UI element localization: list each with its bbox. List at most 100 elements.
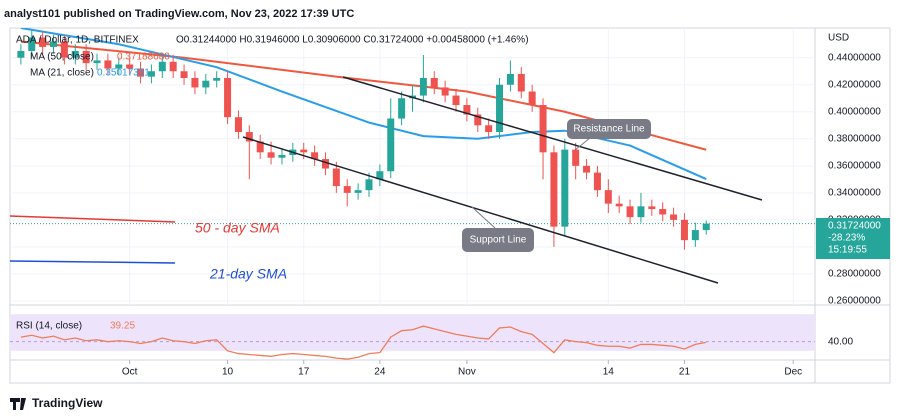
- candle-body: [17, 50, 25, 58]
- logo: [10, 398, 26, 410]
- candle-body: [506, 73, 514, 85]
- last-change: -28.23%: [828, 233, 865, 244]
- candle-body: [604, 190, 612, 204]
- x-tick-label: 10: [222, 367, 234, 378]
- sma50-key: [9, 215, 176, 223]
- candle-body: [267, 152, 275, 158]
- rsi-band: [10, 314, 815, 351]
- candle-body: [528, 91, 536, 106]
- candle-body: [680, 219, 688, 241]
- candle-body: [82, 50, 90, 64]
- candle-body: [71, 50, 79, 58]
- candle-body: [115, 64, 123, 69]
- ma50-legend: MA (50, close): [30, 52, 94, 63]
- candle-body: [485, 125, 493, 133]
- rsi-legend: RSI (14, close): [16, 321, 82, 332]
- overlay: Resistance Line Support Line 50 - day SM…: [9, 76, 763, 284]
- label-box: [567, 119, 651, 139]
- ma50-value: 0.37188680: [117, 52, 170, 63]
- candle-body: [561, 149, 569, 227]
- candle-body: [245, 132, 253, 142]
- x-tick-label: 24: [374, 367, 386, 378]
- candle-body: [93, 60, 101, 64]
- candle-body: [430, 77, 438, 88]
- x-tick-label: 21: [679, 367, 691, 378]
- rsi-line: [20, 325, 707, 360]
- candle-body: [158, 61, 166, 72]
- support-line: [242, 136, 719, 284]
- countdown: 15:19:55: [828, 245, 867, 256]
- candle-body: [593, 172, 601, 191]
- candle-body: [278, 155, 286, 158]
- x-tick-label: Nov: [458, 367, 476, 378]
- candle-body: [583, 165, 591, 173]
- candle-body: [691, 230, 699, 241]
- candle-body: [311, 152, 319, 160]
- candle-body: [39, 37, 47, 47]
- rsi-value: 39.25: [110, 321, 135, 332]
- currency: USD: [828, 33, 849, 44]
- candle-body: [332, 168, 340, 187]
- moving-average: [20, 40, 707, 151]
- price-pane: [10, 28, 815, 305]
- x-tick-label: 17: [298, 367, 310, 378]
- ohlc: O0.31244000 H0.31946000 L0.30906000 C0.3…: [176, 35, 529, 46]
- chart-frame: [9, 27, 891, 384]
- y-tick-label: 0.42000000: [828, 79, 881, 90]
- x-tick-label: 14: [603, 367, 615, 378]
- y-tick-label: 0.40000000: [828, 106, 881, 117]
- candle-body: [626, 206, 634, 218]
- candle-body: [365, 179, 373, 191]
- y-tick-label: 0.44000000: [828, 52, 881, 63]
- candle-body: [550, 152, 558, 227]
- candle-body: [398, 98, 406, 119]
- candle-body: [474, 114, 482, 126]
- candle-body: [256, 141, 264, 153]
- x-tick-label: Oct: [122, 367, 138, 378]
- candle-body: [202, 80, 210, 88]
- support-label: Support Line: [470, 235, 527, 246]
- candle-body: [224, 77, 232, 118]
- resistance-line: [342, 76, 763, 201]
- candle-body: [463, 105, 471, 115]
- candle-body: [343, 186, 351, 193]
- candle-body: [452, 95, 460, 106]
- candle-body: [191, 77, 199, 88]
- rsi-pane: [10, 314, 815, 360]
- footer-brand: TradingView: [32, 396, 103, 410]
- candle-body: [213, 77, 221, 81]
- candle-body: [441, 87, 449, 96]
- candle-body: [670, 214, 678, 220]
- candle-body: [234, 117, 242, 133]
- x-tick-label: Dec: [784, 367, 802, 378]
- y-tick-label: 0.38000000: [828, 133, 881, 144]
- published-line: analyst101 published on TradingView.com,…: [4, 8, 354, 20]
- candle-body: [572, 149, 580, 166]
- y-tick-label: 0.28000000: [828, 269, 881, 280]
- candle-body: [539, 105, 547, 153]
- sma21-key: [9, 260, 176, 264]
- sma50-label: 50 - day SMA: [195, 220, 280, 236]
- candle-body: [376, 171, 384, 180]
- y-tick-label: 0.26000000: [828, 296, 881, 307]
- y-tick-label: 0.36000000: [828, 160, 881, 171]
- candle-body: [321, 159, 329, 169]
- last-price-box: [816, 218, 890, 259]
- candle-body: [615, 203, 623, 207]
- candle-body: [387, 118, 395, 172]
- candle-body: [354, 190, 362, 193]
- candle-body: [104, 60, 112, 69]
- candle-body: [28, 37, 36, 51]
- symbol: ADA / Dollar, 1D, BITFINEX: [16, 35, 139, 46]
- last-price: 0.31724000: [828, 221, 881, 232]
- candle-body: [659, 209, 667, 215]
- candle-body: [126, 64, 134, 69]
- pointer: [471, 206, 496, 229]
- y-tick-label: 40.00: [828, 336, 853, 347]
- candle-body: [180, 71, 188, 78]
- candle-body: [517, 73, 525, 92]
- candle-body: [137, 68, 145, 77]
- resistance-label: Resistance Line: [573, 124, 645, 135]
- candle-body: [50, 41, 58, 47]
